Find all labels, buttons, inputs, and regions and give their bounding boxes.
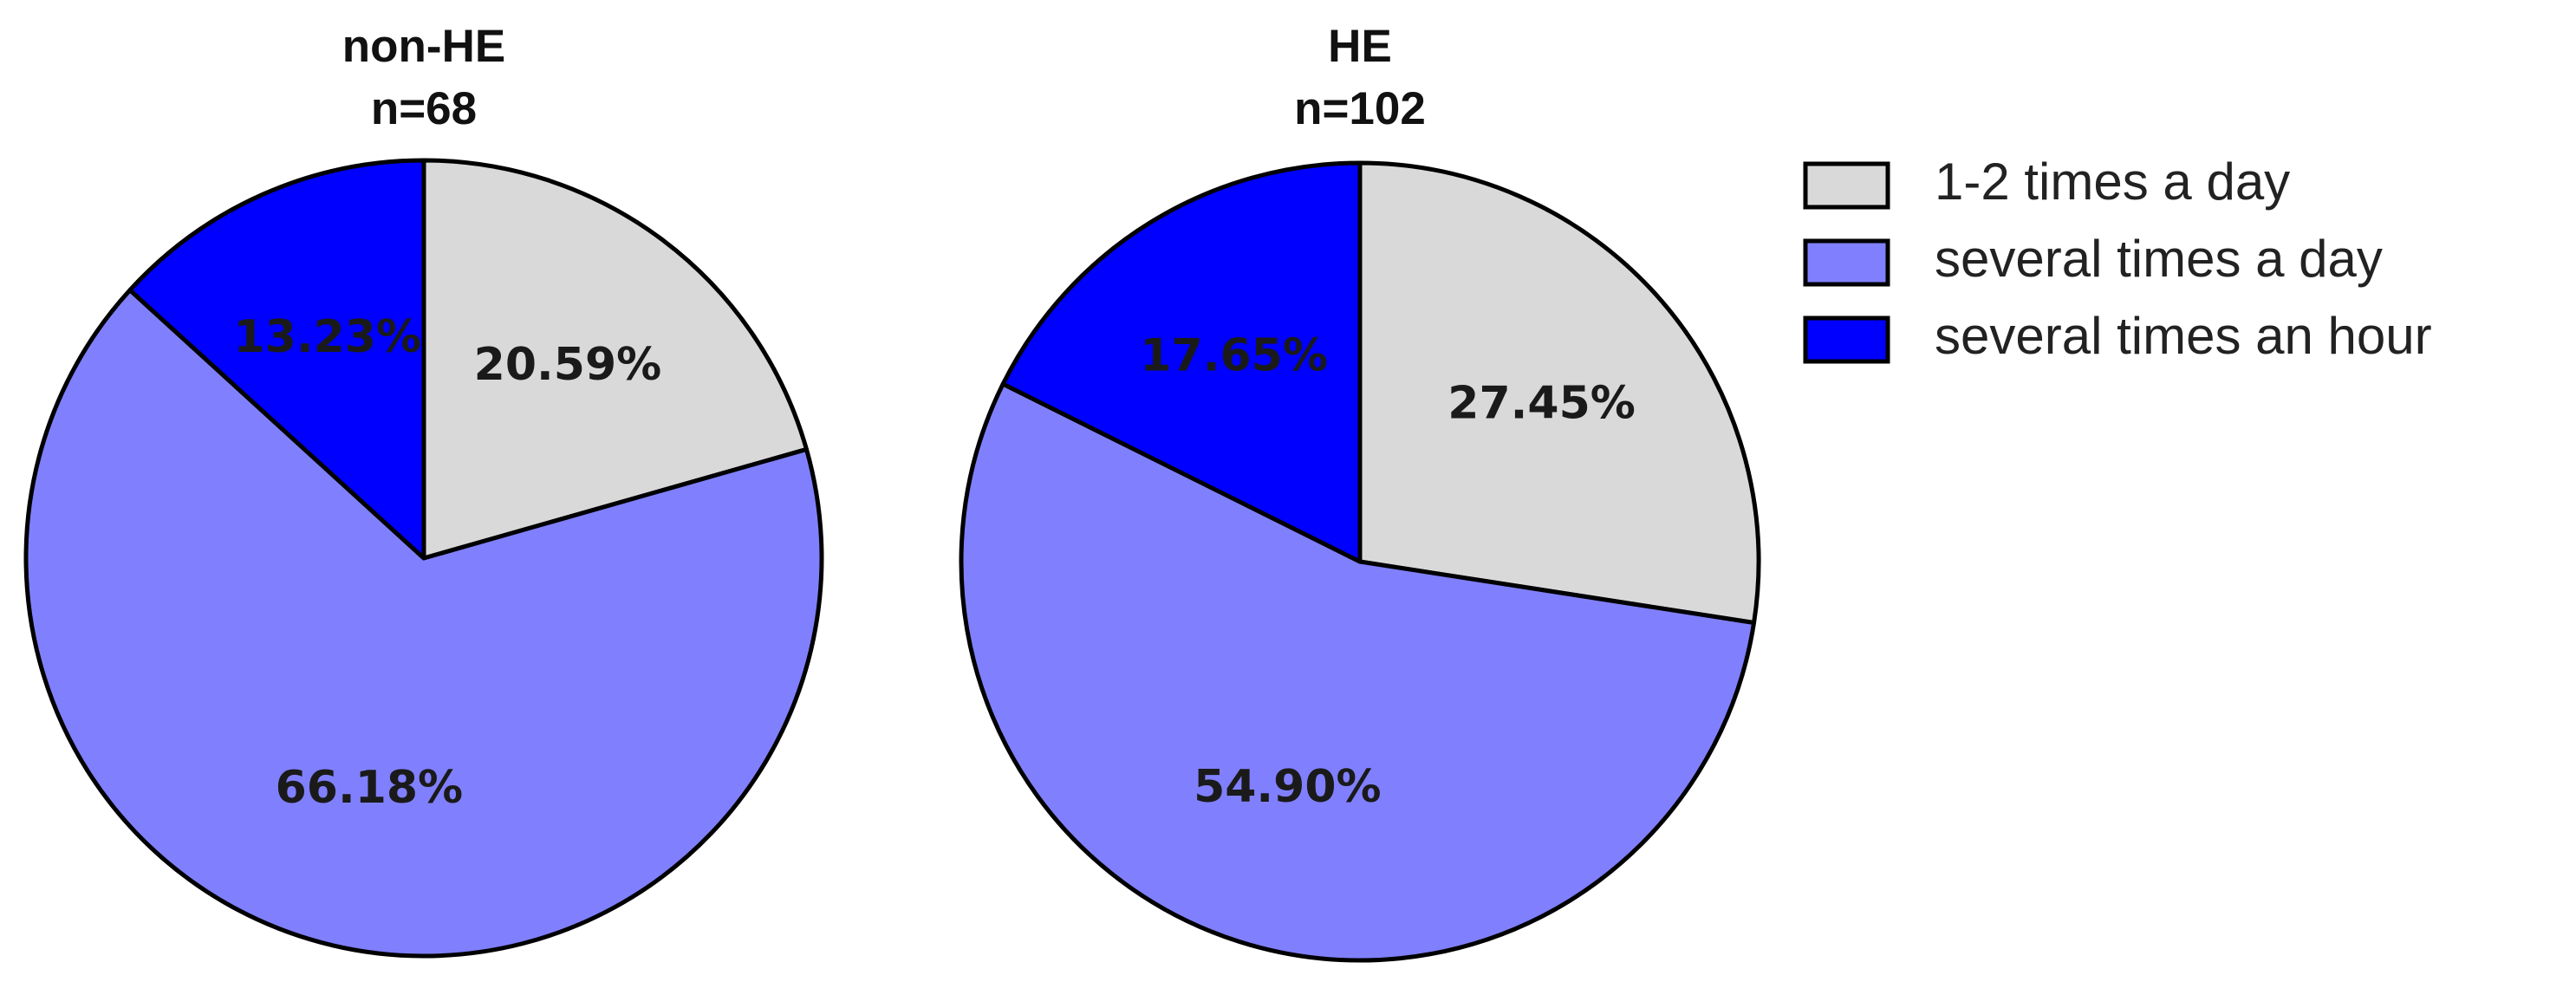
chart-title: HE [1328, 21, 1392, 72]
pie-slice [959, 381, 1757, 963]
pie-slice [421, 158, 809, 561]
pie-slice [127, 158, 426, 561]
pie-slice [1357, 160, 1761, 626]
pie-slice [1000, 160, 1363, 564]
value-label: 54.90% [1194, 761, 1382, 813]
value-label: 27.45% [1447, 377, 1636, 429]
value-label: 20.59% [474, 339, 662, 391]
legend-swatch [1803, 238, 1890, 287]
value-label: 17.65% [1140, 329, 1328, 381]
value-label: 13.23% [234, 311, 422, 363]
legend-label: several times a day [1935, 230, 2383, 288]
legend-label: 1-2 times a day [1935, 153, 2290, 211]
value-label: 66.18% [276, 762, 464, 814]
pie-slice [23, 288, 824, 959]
chart-subtitle: n=68 [371, 83, 477, 134]
chart-subtitle: n=102 [1294, 83, 1426, 134]
legend-swatch [1803, 161, 1890, 210]
legend-swatch [1803, 315, 1890, 364]
legend-label: several times an hour [1935, 307, 2432, 365]
chart-title: non-HE [342, 21, 505, 72]
